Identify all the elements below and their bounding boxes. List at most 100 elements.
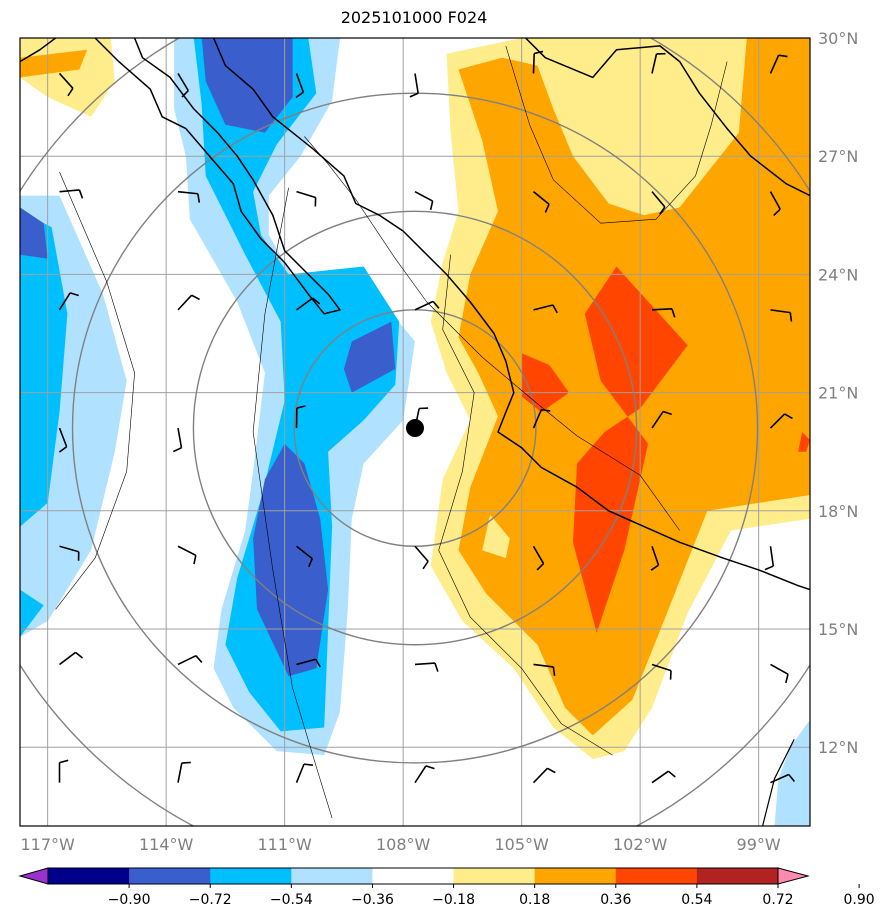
lat-tick-label: 21°N [818, 384, 858, 403]
range-ring [192, 210, 638, 646]
lon-tick-label: 102°W [613, 835, 668, 854]
wind-barb [770, 773, 796, 784]
colorbar-segment [453, 868, 536, 884]
lon-tick-label: 99°W [737, 835, 781, 854]
colorbar-tick-label: −0.18 [432, 892, 475, 908]
colorbar-tick-label: 0.72 [762, 892, 793, 908]
wind-barb [59, 189, 84, 199]
colorbar-segment [534, 868, 617, 884]
fill-neg-036-sw [20, 589, 44, 637]
wind-barb [532, 408, 551, 429]
fill-neg-018-se [774, 719, 810, 826]
map-area [20, 38, 810, 826]
colorbar-extend-high [777, 867, 810, 885]
colorbar-segment [696, 868, 779, 884]
wind-barb [769, 413, 793, 429]
wind-barb [414, 662, 439, 672]
colorbar-tick-label: 0.90 [844, 892, 875, 908]
wind-barb [764, 546, 775, 571]
wind-barb [414, 545, 429, 570]
wind-barb [414, 190, 434, 210]
fill-neg-054-west [20, 207, 48, 259]
fill-neg-036-west [20, 211, 68, 527]
colorbar-tick-label: −0.72 [189, 892, 232, 908]
wind-barb [414, 765, 435, 784]
wind-barb [296, 190, 317, 207]
wind-barb [177, 654, 203, 666]
lon-tick-label: 114°W [139, 835, 194, 854]
wind-barb [651, 663, 672, 680]
wind-barb [532, 191, 550, 213]
colorbar: −0.90 −0.72 −0.54 −0.36 −0.18 0.18 0.36 0.54 0.7… [18, 867, 875, 908]
colorbar-tick-label: −0.54 [270, 892, 313, 908]
wind-barb [532, 767, 556, 784]
coastline-nw [20, 38, 57, 63]
fill-neg-036-main [193, 38, 400, 732]
colorbar-segment [129, 868, 211, 884]
contour-line-east [505, 45, 728, 224]
wind-barb [533, 304, 558, 314]
colorbar-frame [47, 867, 779, 885]
storm-center-marker [406, 419, 424, 438]
wind-barb [414, 300, 440, 311]
fill-pos-054-a [573, 266, 688, 633]
wind-barb [296, 297, 321, 311]
colorbar-segment [291, 868, 373, 884]
wind-barb [651, 52, 666, 74]
lat-tick-label: 30°N [818, 29, 858, 48]
colorbar-segment [615, 868, 698, 884]
colorbar-tick-label: −0.90 [108, 892, 151, 908]
lon-tick-label: 108°W [376, 835, 431, 854]
colorbar-segment [372, 868, 455, 884]
fill-pos-054-east [798, 432, 810, 452]
wind-barb [651, 410, 672, 429]
colorbar-tick-label: 0.54 [681, 892, 712, 908]
colorbar-segment [48, 868, 130, 884]
wind-barb [172, 427, 183, 453]
wind-barb [58, 72, 74, 97]
wind-barb [177, 73, 189, 98]
lon-tick-label: 111°W [257, 835, 312, 854]
fill-neg-054-center [343, 321, 396, 393]
contour-line-south [438, 254, 613, 756]
lat-tick-label: 18°N [818, 502, 858, 521]
wind-barb [409, 73, 419, 98]
range-ring [71, 92, 759, 764]
wind-barb [58, 427, 68, 453]
fill-pos-036-nw [20, 49, 88, 78]
border-ne [525, 38, 810, 197]
coastline-mainland [212, 38, 810, 591]
wind-barb [769, 191, 781, 216]
coastline-se [762, 739, 795, 826]
contour-line-far-west [55, 171, 135, 610]
contour-line-west [252, 187, 333, 819]
lat-tick-label: 15°N [818, 620, 858, 639]
wind-barb [770, 309, 793, 322]
lon-tick-label: 105°W [494, 835, 549, 854]
wind-barb [177, 545, 197, 565]
wind-barb [770, 663, 789, 684]
wind-barb [58, 292, 79, 311]
wind-barb [295, 405, 306, 429]
fill-pos-018-dot [482, 514, 510, 559]
wind-barb [651, 191, 666, 215]
wind-barb [651, 308, 676, 318]
colorbar-tick-label: −0.36 [351, 892, 394, 908]
wind-barb [58, 759, 69, 783]
map-frame [19, 37, 811, 827]
state-line [304, 136, 680, 531]
wind-barb [177, 190, 201, 203]
colorbar-tick-label: 0.18 [519, 892, 550, 908]
wind-barb [769, 54, 788, 74]
wind-barb [650, 545, 660, 571]
lon-tick-label: 117°W [20, 835, 75, 854]
wind-barb [177, 761, 191, 783]
lat-tick-label: 27°N [818, 147, 858, 166]
colorbar-segment [210, 868, 292, 884]
wind-barb [177, 294, 200, 311]
wind-barb [59, 651, 84, 666]
wind-barb [296, 545, 313, 568]
wind-barb [533, 663, 556, 676]
wind-barb [532, 50, 544, 74]
